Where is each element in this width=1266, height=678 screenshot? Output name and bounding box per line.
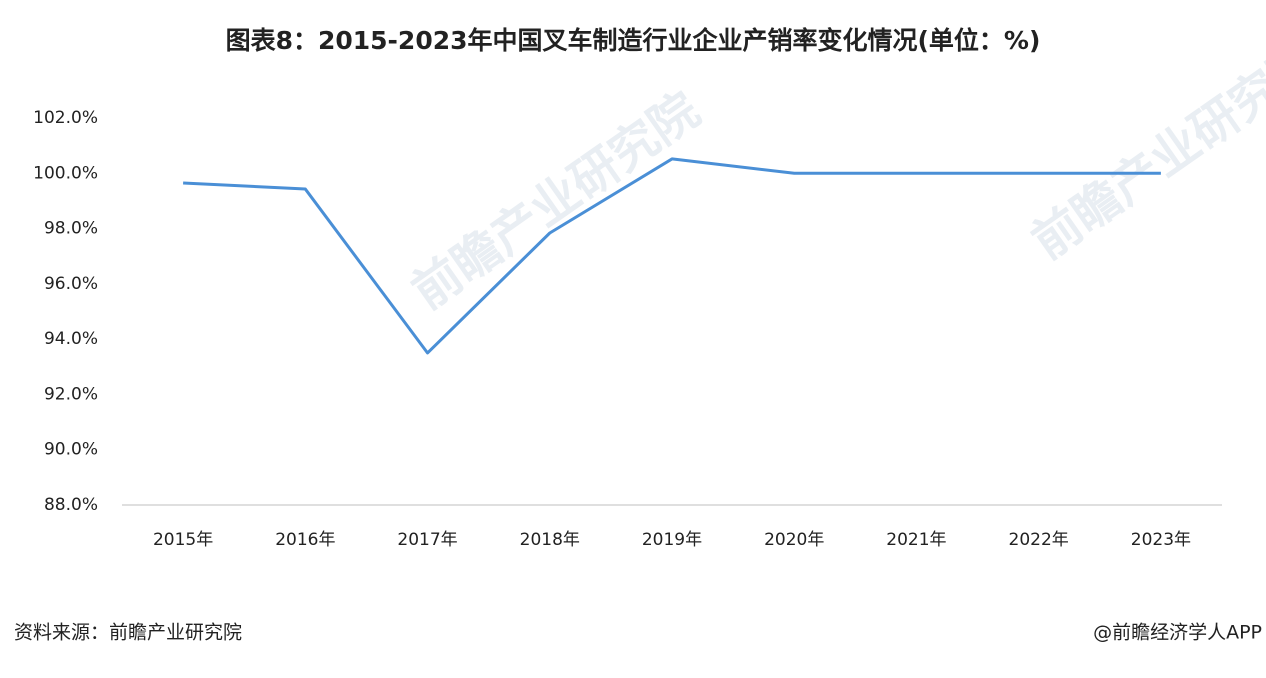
x-tick-label: 2023年 <box>1131 530 1191 550</box>
x-tick-label: 2021年 <box>886 530 946 550</box>
chart-title: 图表8：2015-2023年中国叉车制造行业企业产销率变化情况(单位：%) <box>226 26 1041 55</box>
x-tick-label: 2015年 <box>153 530 213 550</box>
watermark: 前瞻产业研究院 <box>402 82 709 321</box>
watermark: 前瞻产业研究院 <box>1022 32 1266 271</box>
line <box>183 157 1161 355</box>
x-tick-label: 2017年 <box>397 530 457 550</box>
y-tick-label: 92.0% <box>44 384 98 404</box>
y-tick-label: 100.0% <box>33 163 98 183</box>
x-tick-label: 2016年 <box>275 530 335 550</box>
source: 资料来源：前瞻产业研究院 <box>14 622 242 644</box>
credit: @前瞻经济学人APP <box>1093 622 1262 644</box>
x-tick-label: 2019年 <box>642 530 702 550</box>
y-tick-label: 98.0% <box>44 219 98 239</box>
y-tick-label: 102.0% <box>33 108 98 128</box>
y-tick-label: 94.0% <box>44 329 98 349</box>
x-tick-label: 2022年 <box>1009 530 1069 550</box>
y-tick-label: 88.0% <box>44 495 98 515</box>
y-tick-label: 90.0% <box>44 440 98 460</box>
x-tick-label: 2020年 <box>764 530 824 550</box>
y-tick-label: 96.0% <box>44 274 98 294</box>
x-tick-label: 2018年 <box>520 530 580 550</box>
